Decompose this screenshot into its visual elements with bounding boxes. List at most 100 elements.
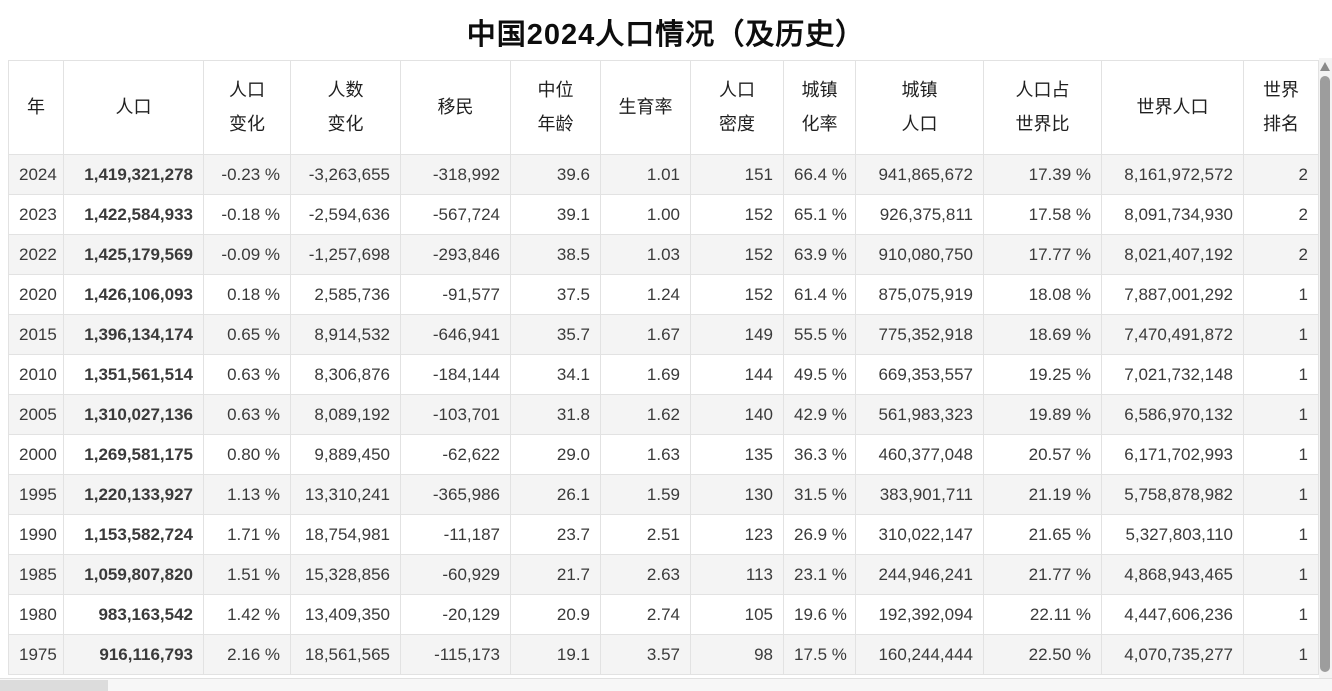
table-cell: 192,392,094 <box>855 594 984 635</box>
column-header: 世界人口 <box>1101 60 1244 155</box>
column-header: 城镇 化率 <box>783 60 856 155</box>
page-title: 中国2024人口情况（及历史） <box>466 19 866 51</box>
table-cell: 36.3 % <box>783 434 856 475</box>
table-cell: 18,754,981 <box>290 514 401 555</box>
table-cell: 21.65 % <box>983 514 1102 555</box>
table-cell: 0.65 % <box>203 314 291 355</box>
table-cell: 2,585,736 <box>290 274 401 315</box>
table-cell: 460,377,048 <box>855 434 984 475</box>
column-header: 人口占 世界比 <box>983 60 1102 155</box>
table-cell: -365,986 <box>400 474 511 515</box>
table-row: 2015 1,396,134,174 0.65 % 8,914,532 -646,941… <box>8 314 1319 355</box>
table-cell: 8,089,192 <box>290 394 401 435</box>
table-cell: 18.08 % <box>983 274 1102 315</box>
table-cell: 4,447,606,236 <box>1101 594 1244 635</box>
table-cell: 35.7 <box>510 314 601 355</box>
table-cell: 2.74 <box>600 594 691 635</box>
column-header: 中位 年龄 <box>510 60 601 155</box>
table-cell: 1.00 <box>600 194 691 235</box>
table-cell: -115,173 <box>400 634 511 675</box>
table-cell: 2 <box>1243 194 1319 235</box>
vertical-scrollbar[interactable] <box>1319 58 1332 678</box>
table-cell: 1.71 % <box>203 514 291 555</box>
table-cell: 22.50 % <box>983 634 1102 675</box>
table-cell: 151 <box>690 154 784 195</box>
table-cell: 244,946,241 <box>855 554 984 595</box>
table-cell: 1 <box>1243 474 1319 515</box>
table-cell: 1.03 <box>600 234 691 275</box>
table-cell: 1975 <box>8 634 64 675</box>
table-row: 2020 1,426,106,093 0.18 % 2,585,736 -91,577 3… <box>8 274 1319 315</box>
table-cell: 6,171,702,993 <box>1101 434 1244 475</box>
table-cell: 383,901,711 <box>855 474 984 515</box>
table-row: 2023 1,422,584,933 -0.18 % -2,594,636 -567,7… <box>8 194 1319 235</box>
population-history-table: 年人口 人口 变化 人数 变化 移民 中位 年龄 生育率 人口 密度 城镇 化率 城镇 人口 人口… <box>8 60 1319 675</box>
table-cell: 1 <box>1243 394 1319 435</box>
vertical-scrollbar-thumb[interactable] <box>1320 76 1330 672</box>
table-cell: 152 <box>690 274 784 315</box>
table-cell: 1.51 % <box>203 554 291 595</box>
table-cell: 5,758,878,982 <box>1101 474 1244 515</box>
table-cell: 17.5 % <box>783 634 856 675</box>
table-cell: -2,594,636 <box>290 194 401 235</box>
table-cell: 1 <box>1243 434 1319 475</box>
column-header: 人口 密度 <box>690 60 784 155</box>
column-header: 移民 <box>400 60 511 155</box>
column-header: 人口 变化 <box>203 60 291 155</box>
table-cell: 66.4 % <box>783 154 856 195</box>
table-cell: -11,187 <box>400 514 511 555</box>
table-cell: -184,144 <box>400 354 511 395</box>
table-cell: 1.67 <box>600 314 691 355</box>
table-cell: 561,983,323 <box>855 394 984 435</box>
table-row: 1980 983,163,542 1.42 % 13,409,350 -20,129 20… <box>8 594 1319 635</box>
table-cell: 23.7 <box>510 514 601 555</box>
table-cell: 19.1 <box>510 634 601 675</box>
table-cell: 1.42 % <box>203 594 291 635</box>
table-cell: 6,586,970,132 <box>1101 394 1244 435</box>
table-row: 1975 916,116,793 2.16 % 18,561,565 -115,173 1… <box>8 634 1319 675</box>
table-cell: 1,422,584,933 <box>63 194 204 235</box>
table-cell: 1,269,581,175 <box>63 434 204 475</box>
column-header: 人口 <box>63 60 204 155</box>
table-cell: -62,622 <box>400 434 511 475</box>
table-cell: 1,153,582,724 <box>63 514 204 555</box>
table-cell: 1 <box>1243 594 1319 635</box>
scroll-up-arrow-icon[interactable] <box>1320 62 1330 71</box>
table-cell: 9,889,450 <box>290 434 401 475</box>
table-cell: 21.7 <box>510 554 601 595</box>
table-cell: 17.58 % <box>983 194 1102 235</box>
table-cell: 105 <box>690 594 784 635</box>
table-cell: 19.25 % <box>983 354 1102 395</box>
table-cell: 1,396,134,174 <box>63 314 204 355</box>
table-cell: 0.63 % <box>203 354 291 395</box>
table-cell: 152 <box>690 194 784 235</box>
table-cell: 22.11 % <box>983 594 1102 635</box>
table-row: 2010 1,351,561,514 0.63 % 8,306,876 -184,144… <box>8 354 1319 395</box>
table-cell: 8,914,532 <box>290 314 401 355</box>
table-cell: 39.6 <box>510 154 601 195</box>
table-cell: 55.5 % <box>783 314 856 355</box>
table-cell: 2000 <box>8 434 64 475</box>
table-cell: 1 <box>1243 274 1319 315</box>
table-cell: -567,724 <box>400 194 511 235</box>
horizontal-scrollbar[interactable] <box>0 678 1332 691</box>
table-cell: 37.5 <box>510 274 601 315</box>
table-row: 1995 1,220,133,927 1.13 % 13,310,241 -365,98… <box>8 474 1319 515</box>
table-cell: 1.13 % <box>203 474 291 515</box>
table-cell: 38.5 <box>510 234 601 275</box>
table-cell: -3,263,655 <box>290 154 401 195</box>
column-header: 人数 变化 <box>290 60 401 155</box>
table-cell: 144 <box>690 354 784 395</box>
table-cell: 2005 <box>8 394 64 435</box>
table-cell: 669,353,557 <box>855 354 984 395</box>
table-cell: 21.77 % <box>983 554 1102 595</box>
table-cell: 941,865,672 <box>855 154 984 195</box>
table-cell: 2.63 <box>600 554 691 595</box>
table-cell: 1 <box>1243 314 1319 355</box>
table-cell: 13,409,350 <box>290 594 401 635</box>
table-cell: 2024 <box>8 154 64 195</box>
table-cell: -0.09 % <box>203 234 291 275</box>
table-cell: 21.19 % <box>983 474 1102 515</box>
table-cell: 310,022,147 <box>855 514 984 555</box>
horizontal-scrollbar-thumb[interactable] <box>0 680 108 691</box>
